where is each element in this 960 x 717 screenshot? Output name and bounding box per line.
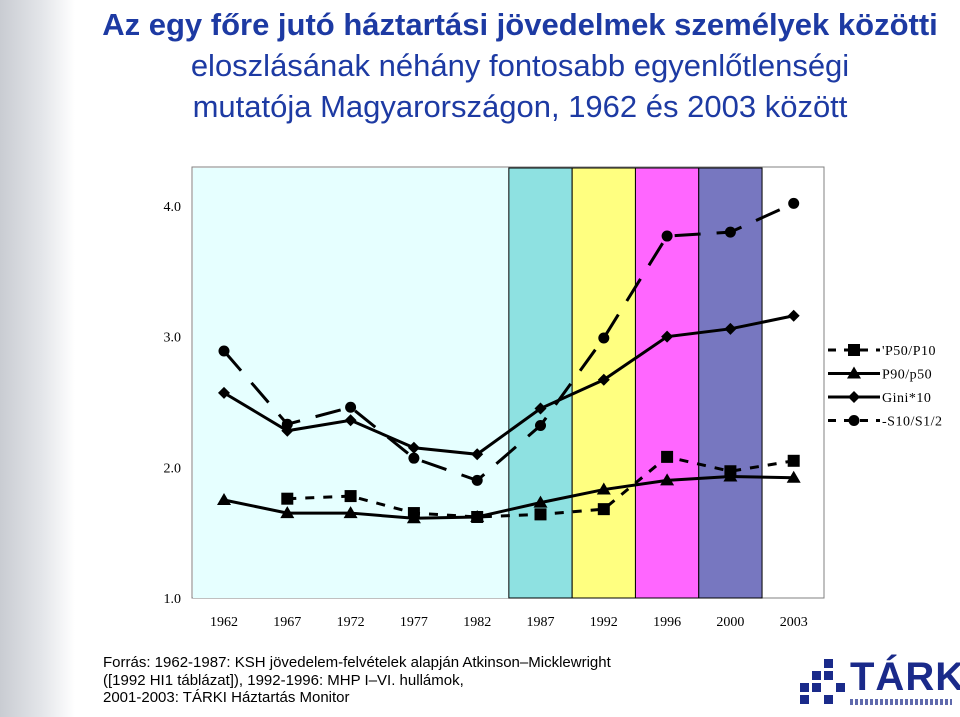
data-point (787, 309, 800, 322)
data-point (534, 508, 547, 521)
data-point (724, 226, 736, 238)
x-tick-label: 1996 (653, 615, 681, 630)
data-point (280, 506, 295, 519)
background-band (193, 168, 509, 598)
legend-label: P90/p50 (882, 368, 932, 383)
logo-subtitle-strip (850, 699, 952, 705)
data-point (533, 495, 548, 508)
x-tick-label: 1972 (337, 615, 365, 630)
legend-label: -S10/S1/2 (882, 415, 943, 430)
chart-title: Az egy főre jutó háztartási jövedelmek s… (90, 4, 950, 127)
x-tick-label: 1987 (527, 615, 555, 630)
data-point (597, 373, 610, 386)
y-tick-label: 4.0 (164, 200, 182, 215)
data-point (470, 509, 485, 522)
tarki-logo: TÁRKI (798, 653, 960, 713)
data-point (661, 330, 674, 343)
source-line-2: ([1992 HI1 táblázat]), 1992-1996: MHP I–… (103, 671, 464, 689)
logo-wordmark: TÁRKI (850, 655, 960, 699)
title-line-2: eloszlásának néhány fontosabb egyenlőtle… (190, 48, 850, 83)
data-point (471, 474, 483, 486)
data-point (217, 493, 231, 505)
data-point (218, 345, 230, 357)
x-tick-label: 1982 (463, 615, 491, 630)
x-tick-label: 1977 (400, 615, 428, 630)
data-point (786, 470, 801, 483)
series-line (223, 474, 794, 520)
data-point (788, 197, 800, 209)
data-point (281, 492, 294, 505)
data-point (407, 441, 420, 454)
background-band (698, 167, 763, 599)
title-line-3: mutatója Magyarországon, 1962 és 2003 kö… (192, 89, 848, 124)
legend-marker (848, 344, 860, 356)
legend-marker (847, 366, 861, 379)
data-point (535, 420, 546, 432)
x-tick-label: 2003 (780, 615, 808, 630)
data-point (218, 386, 230, 399)
y-tick-label: 3.0 (164, 331, 182, 346)
data-point (408, 452, 420, 464)
data-point (471, 448, 484, 461)
left-decorative-strip (0, 0, 75, 717)
legend-marker (848, 415, 860, 426)
y-tick-label: 2.0 (164, 461, 182, 476)
x-tick-label: 1992 (590, 615, 618, 630)
source-line-1: Forrás: 1962-1987: KSH jövedelem-felvéte… (103, 654, 611, 671)
series-line (223, 314, 795, 456)
data-point (661, 450, 674, 463)
source-line-3: 2001-2003: TÁRKI Háztartás Monitor (103, 689, 350, 706)
data-point (598, 332, 610, 344)
legend-label: Gini*10 (882, 391, 931, 406)
data-point (406, 511, 421, 524)
data-point (660, 473, 675, 486)
series-line (222, 202, 795, 483)
legend-marker (848, 391, 860, 403)
data-point (343, 506, 358, 519)
data-point (596, 482, 611, 495)
data-point (534, 402, 547, 415)
data-point (723, 469, 738, 482)
data-point (345, 401, 357, 413)
data-point (787, 454, 800, 467)
data-point (281, 418, 293, 430)
x-tick-label: 1962 (210, 615, 238, 630)
data-point (597, 503, 610, 516)
tarki-logo-mark-icon (800, 659, 845, 704)
data-point (344, 490, 357, 503)
data-point (724, 322, 737, 335)
background-band (508, 167, 573, 599)
source-note: Forrás: 1962-1987: KSH jövedelem-felvéte… (103, 654, 611, 707)
x-tick-label: 1967 (273, 615, 301, 630)
data-point (661, 230, 673, 242)
y-tick-label: 1.0 (164, 592, 182, 607)
legend-label: 'P50/P10 (882, 344, 936, 359)
title-line-1: Az egy főre jutó háztartási jövedelmek s… (102, 7, 938, 42)
data-point (344, 414, 357, 427)
x-tick-label: 2000 (716, 615, 744, 630)
